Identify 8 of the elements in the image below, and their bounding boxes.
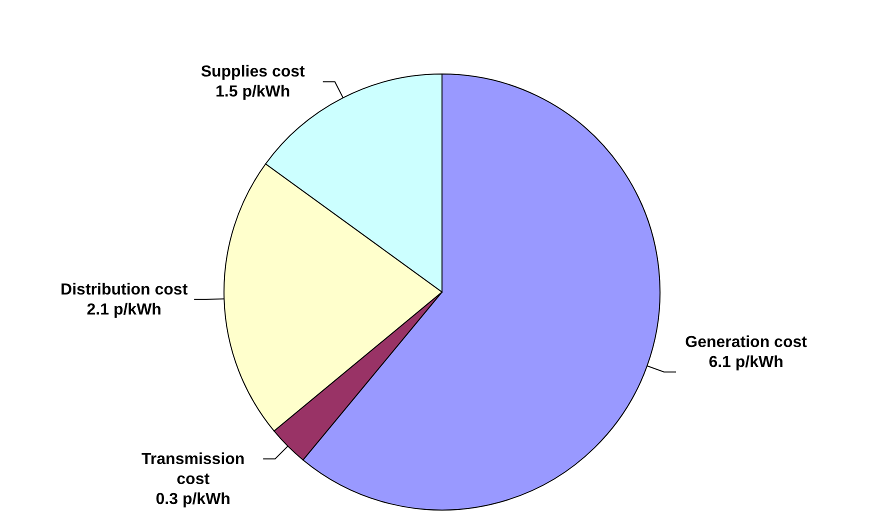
slice-label: Transmission cost: [142, 450, 245, 488]
slice-label: Generation cost: [685, 334, 808, 351]
data-label: 0.3 p/kWh: [156, 490, 230, 508]
data-label: 2.1 p/kWh: [86, 301, 162, 318]
slice-label: Supplies cost: [200, 64, 306, 81]
data-label: 1.5 p/kWh: [216, 84, 290, 101]
data-label: 6.1 p/kWh: [708, 354, 784, 371]
slice-label: Distribution cost: [60, 281, 188, 298]
